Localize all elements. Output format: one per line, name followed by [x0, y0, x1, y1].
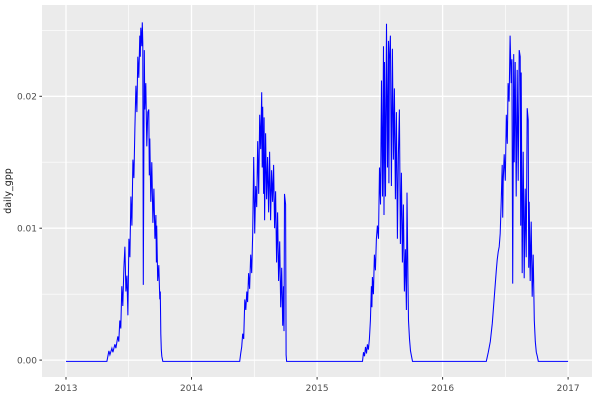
- series-layer: [66, 22, 569, 362]
- x-tick-label: 2015: [306, 384, 329, 394]
- y-tick-label: 0.00: [17, 356, 37, 366]
- series-line-daily_gpp: [66, 22, 569, 362]
- x-tick-label: 2013: [55, 384, 78, 394]
- y-tick-label: 0.02: [17, 93, 37, 103]
- x-tick-label: 2014: [180, 384, 203, 394]
- axis-layer: 2013 2014 2015 2016 2017 0.00 0.01 0.02: [17, 93, 580, 395]
- y-tick-label: 0.01: [17, 224, 37, 234]
- y-axis-title: daily_gpp: [3, 168, 14, 214]
- major-gridlines: [42, 5, 592, 377]
- x-tick-label: 2016: [431, 384, 454, 394]
- x-tick-label: 2017: [557, 384, 580, 394]
